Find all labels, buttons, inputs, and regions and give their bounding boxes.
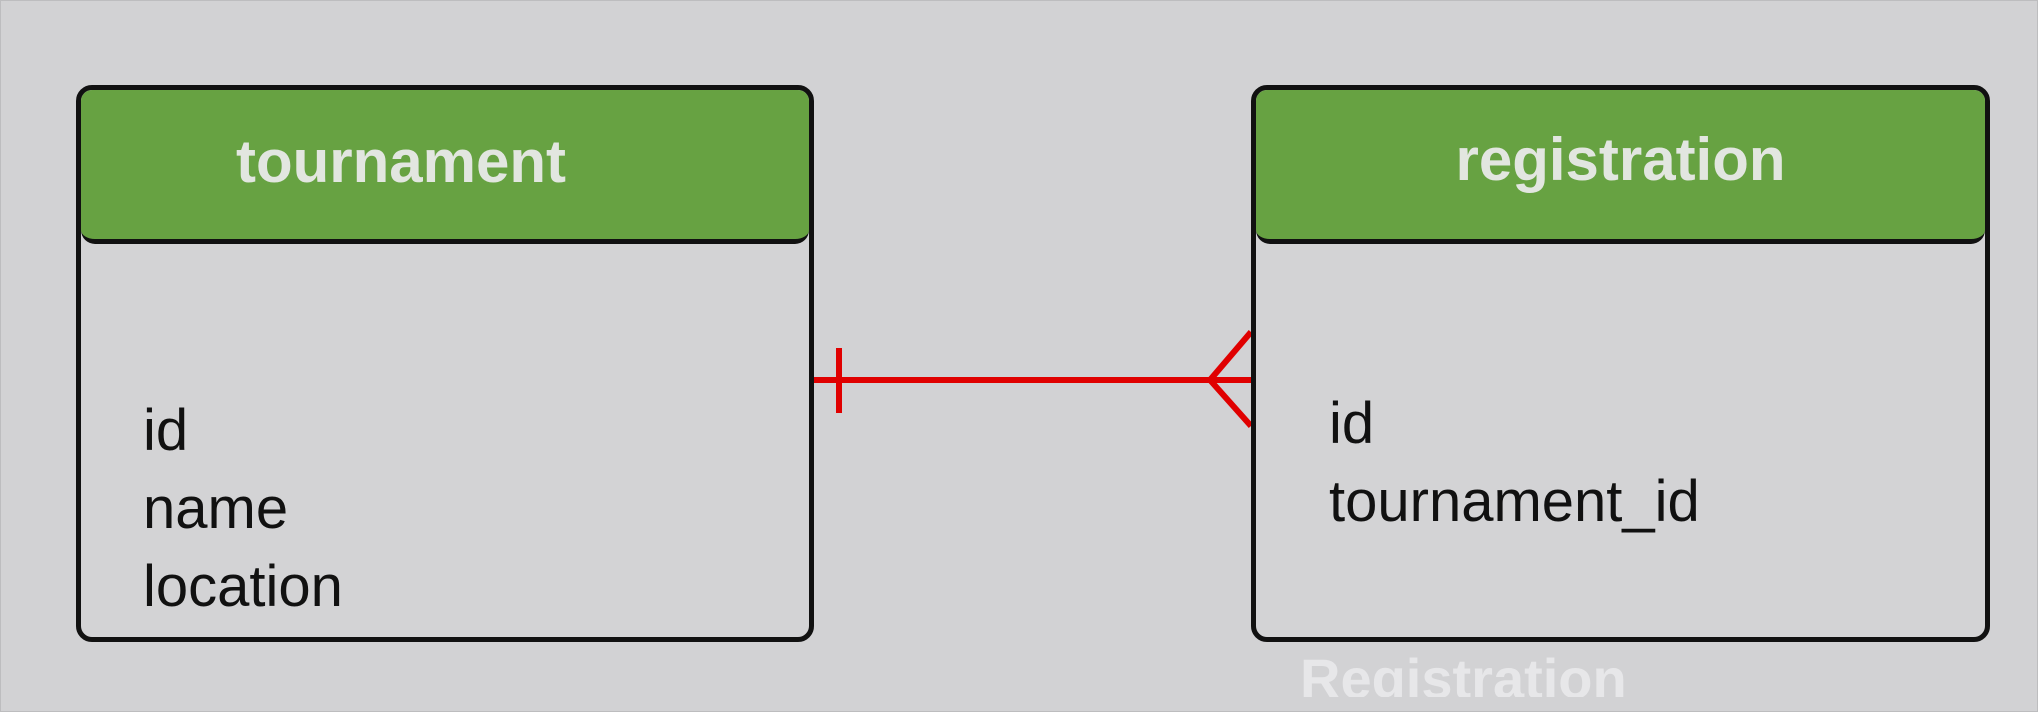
entity-registration-fields: id tournament_id [1329, 385, 1700, 541]
entity-registration-header: registration [1256, 90, 1985, 244]
field-id: id [1329, 391, 1375, 456]
field-location: location [143, 554, 343, 619]
crows-foot-lower [1207, 378, 1254, 428]
crows-foot-upper [1207, 330, 1254, 382]
entity-registration[interactable]: registration id tournament_id [1251, 85, 1990, 642]
entity-tournament-title: tournament [236, 128, 566, 195]
entity-registration-title: registration [1455, 126, 1786, 193]
field-name: name [143, 476, 289, 541]
field-id: id [143, 398, 189, 463]
entity-tournament-header: tournament [81, 90, 809, 244]
entity-tournament[interactable]: tournament id name location [76, 85, 814, 642]
field-tournament-id: tournament_id [1329, 469, 1700, 534]
caption-label: Registration [1300, 647, 1627, 697]
entity-tournament-fields: id name location [143, 392, 343, 626]
